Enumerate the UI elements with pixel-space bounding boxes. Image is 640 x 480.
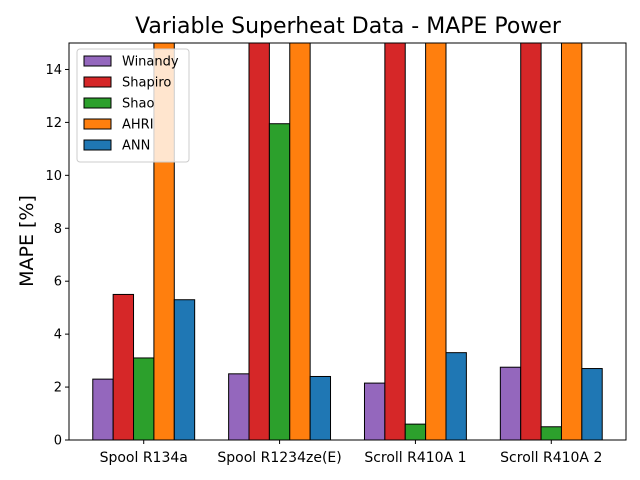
y-tick-label: 0 xyxy=(54,434,62,449)
legend-label-winandy: Winandy xyxy=(122,55,179,70)
legend-label-shapiro: Shapiro xyxy=(122,76,171,91)
bar-shao-3 xyxy=(540,426,562,441)
x-tick-label: Spool R1234ze(E) xyxy=(217,450,341,466)
bar-shapiro-0 xyxy=(112,293,135,441)
legend-swatch-shapiro xyxy=(83,76,112,88)
legend-label-ann: ANN xyxy=(122,139,150,154)
bar-ann-1 xyxy=(309,375,332,441)
legend-swatch-ann xyxy=(83,139,112,151)
x-tick-label: Scroll R410A 1 xyxy=(364,450,466,466)
bar-ann-2 xyxy=(445,352,467,441)
y-tick-label: 14 xyxy=(45,63,62,78)
bar-ahri-3 xyxy=(560,42,583,441)
y-tick-label: 10 xyxy=(45,169,62,184)
legend-swatch-ahri xyxy=(83,118,112,130)
legend: Winandy Shapiro Shao AHRI ANN xyxy=(76,48,190,163)
bar-winandy-0 xyxy=(92,378,114,441)
bar-shao-2 xyxy=(404,423,427,441)
y-tick-label: 4 xyxy=(54,328,62,343)
chart-title: Variable Superheat Data - MAPE Power xyxy=(135,14,562,39)
bar-ann-0 xyxy=(173,299,196,441)
legend-swatch-shao xyxy=(83,97,112,109)
plot-area xyxy=(68,42,627,441)
legend-label-ahri: AHRI xyxy=(122,118,154,133)
bar-shapiro-3 xyxy=(520,42,542,441)
legend-label-shao: Shao xyxy=(122,97,154,112)
plot-frame xyxy=(68,42,627,441)
bars xyxy=(92,42,603,441)
y-tick-label: 6 xyxy=(54,275,62,290)
y-tick-label: 8 xyxy=(54,222,62,237)
x-tick-label: Scroll R410A 2 xyxy=(500,450,602,466)
bar-winandy-1 xyxy=(228,373,250,441)
bar-ahri-2 xyxy=(425,42,447,441)
bar-shapiro-2 xyxy=(384,42,406,441)
bar-shao-0 xyxy=(133,357,155,441)
y-axis-label: MAPE [%] xyxy=(16,195,38,287)
bar-ahri-1 xyxy=(289,42,311,441)
y-tick-label: 12 xyxy=(45,116,62,131)
y-axis-ticks: 0 2 4 6 8 10 12 14 xyxy=(45,63,69,449)
bar-winandy-3 xyxy=(499,366,522,441)
x-axis-ticks: Spool R134a Spool R1234ze(E) Scroll R410A … xyxy=(100,440,602,466)
bar-shapiro-1 xyxy=(248,42,270,441)
legend-swatch-winandy xyxy=(83,55,112,67)
x-tick-label: Spool R134a xyxy=(100,450,188,466)
bar-shao-1 xyxy=(268,123,291,441)
bar-winandy-2 xyxy=(363,382,386,441)
bar-ann-3 xyxy=(581,368,603,441)
y-tick-label: 2 xyxy=(54,381,62,396)
